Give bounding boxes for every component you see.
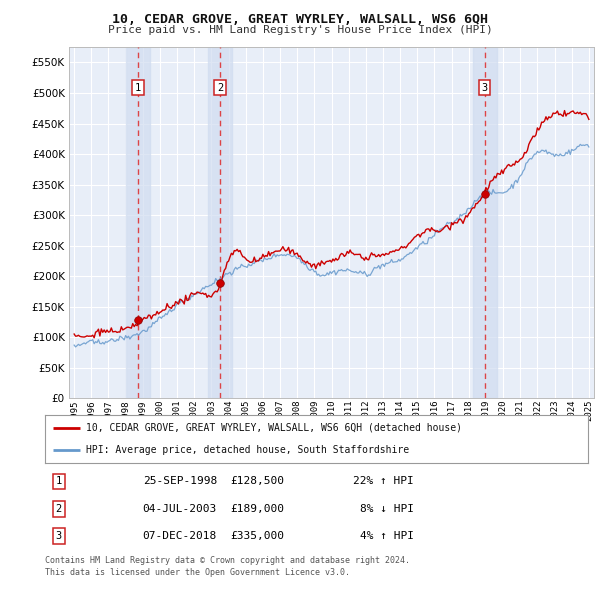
Bar	[126, 47, 150, 398]
Text: 07-DEC-2018: 07-DEC-2018	[143, 531, 217, 541]
Text: 2: 2	[217, 83, 223, 93]
Text: 22% ↑ HPI: 22% ↑ HPI	[353, 477, 414, 487]
Text: £128,500: £128,500	[230, 477, 284, 487]
Text: 10, CEDAR GROVE, GREAT WYRLEY, WALSALL, WS6 6QH: 10, CEDAR GROVE, GREAT WYRLEY, WALSALL, …	[112, 13, 488, 26]
Text: 25-SEP-1998: 25-SEP-1998	[143, 477, 217, 487]
Text: 10, CEDAR GROVE, GREAT WYRLEY, WALSALL, WS6 6QH (detached house): 10, CEDAR GROVE, GREAT WYRLEY, WALSALL, …	[86, 423, 462, 433]
Text: £335,000: £335,000	[230, 531, 284, 541]
Text: 4% ↑ HPI: 4% ↑ HPI	[360, 531, 414, 541]
Bar	[473, 47, 497, 398]
Text: 3: 3	[482, 83, 488, 93]
Text: 1: 1	[135, 83, 141, 93]
Text: 04-JUL-2003: 04-JUL-2003	[143, 504, 217, 514]
Text: This data is licensed under the Open Government Licence v3.0.: This data is licensed under the Open Gov…	[45, 568, 350, 576]
Text: £189,000: £189,000	[230, 504, 284, 514]
Text: HPI: Average price, detached house, South Staffordshire: HPI: Average price, detached house, Sout…	[86, 445, 409, 455]
Text: 1: 1	[55, 477, 62, 487]
Bar	[208, 47, 232, 398]
Text: 3: 3	[55, 531, 62, 541]
Text: 8% ↓ HPI: 8% ↓ HPI	[360, 504, 414, 514]
Text: Price paid vs. HM Land Registry's House Price Index (HPI): Price paid vs. HM Land Registry's House …	[107, 25, 493, 35]
Text: Contains HM Land Registry data © Crown copyright and database right 2024.: Contains HM Land Registry data © Crown c…	[45, 556, 410, 565]
Text: 2: 2	[55, 504, 62, 514]
